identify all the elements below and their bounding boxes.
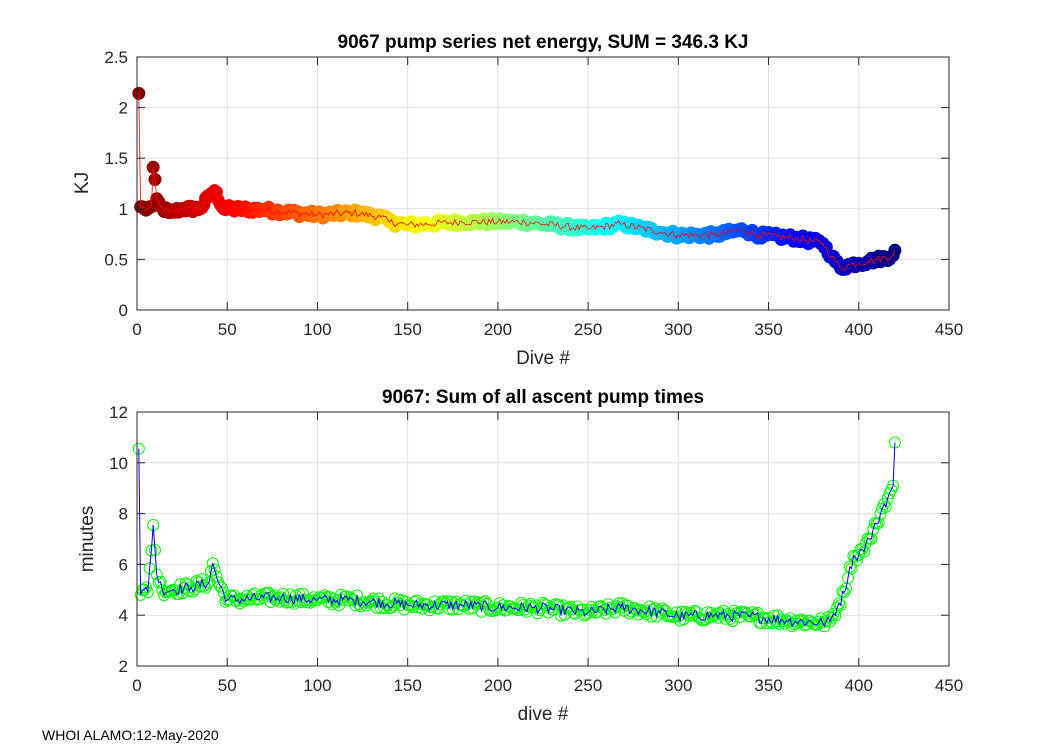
pump-time-point [872,517,885,529]
pump-time-chart-ticks: 0 50 100 150 200 250 300 350 400 450 2 4 6 8 10 12 [109,403,963,695]
pump-time-point [827,607,840,620]
pump-time-chart-xlabel: dive # [518,704,569,725]
x-tick-label: 350 [754,320,782,339]
y-tick-label: 6 [119,555,128,574]
pump-time-point [264,596,277,609]
y-tick-label: 8 [119,505,128,524]
pump-time-point [843,560,856,573]
pump-time-point [152,576,165,589]
y-tick-label: 12 [109,403,128,422]
y-tick-label: 10 [109,454,128,473]
y-tick-label: 0.5 [104,250,128,269]
energy-chart-series [132,86,902,276]
y-tick-label: 4 [119,606,128,625]
pump-time-point [479,595,492,608]
energy-chart-title: 9067 pump series net energy, SUM = 346.3… [338,32,749,53]
y-tick-label: 1 [119,200,128,219]
pump-time-chart-series [132,436,901,633]
pump-time-point [515,596,528,609]
pump-time-point [288,597,300,610]
x-tick-label: 300 [664,676,692,695]
x-tick-label: 0 [132,320,141,339]
pump-time-point [174,578,187,591]
x-tick-label: 50 [218,676,237,695]
x-tick-label: 150 [393,676,421,695]
pump-time-point [851,554,863,567]
x-tick-label: 250 [574,320,602,339]
x-tick-label: 200 [484,320,512,339]
pump-time-point [768,609,780,622]
x-tick-label: 0 [132,676,141,695]
pump-time-point [856,543,869,556]
pump-time-point [845,562,858,575]
pump-time-point [230,595,243,608]
x-tick-label: 400 [845,320,873,339]
pump-time-line [138,442,896,628]
pump-time-point [262,586,275,599]
energy-point [888,243,902,257]
pump-time-point [277,587,290,600]
pump-time-point [423,604,436,617]
pump-time-point [832,597,845,610]
x-tick-label: 50 [218,320,237,339]
y-tick-label: 2 [119,657,128,676]
pump-time-chart-axes-box [136,411,950,667]
pump-time-point [228,589,241,602]
pump-time-point [138,583,151,596]
y-tick-label: 2.5 [104,48,128,67]
pump-time-point [537,596,549,609]
energy-chart: 9067 pump series net energy, SUM = 346.3… [72,32,963,369]
pump-time-point [208,563,221,576]
energy-line [138,93,896,270]
pump-time-chart-ylabel: minutes [77,506,98,573]
pump-time-chart-title: 9067: Sum of all ascent pump times [382,387,704,408]
y-tick-label: 0 [119,301,128,320]
pump-time-point [879,501,892,513]
pump-time-point [878,498,890,511]
pump-time-point [237,595,250,608]
pump-time-point [154,575,167,588]
pump-time-point [829,609,842,622]
pump-time-point [214,580,226,592]
pump-time-point [858,545,871,558]
energy-chart-xlabel: Dive # [516,348,570,369]
energy-chart-ylabel: KJ [72,172,93,194]
pump-time-chart: 9067: Sum of all ascent pump times 0 50 10… [77,387,963,725]
pump-time-point [834,599,847,612]
x-tick-label: 100 [303,320,331,339]
x-tick-label: 100 [303,676,331,695]
x-tick-label: 350 [754,676,782,695]
y-tick-label: 1.5 [104,149,128,168]
energy-chart-ticks: 0 50 100 150 200 250 300 350 400 450 0 0.5 1 1.5 2 2.5 [104,48,963,339]
figure: 9067 pump series net energy, SUM = 346.3… [72,32,964,725]
x-tick-label: 250 [574,676,602,695]
x-tick-label: 150 [393,320,421,339]
footer-stamp: WHOI ALAMO:12-May-2020 [42,727,219,743]
pump-time-point [206,557,219,570]
x-tick-label: 200 [484,676,512,695]
x-tick-label: 450 [935,676,963,695]
pump-time-point [582,606,595,619]
x-tick-label: 300 [664,320,692,339]
pump-time-point [865,532,878,545]
pump-time-point [583,604,596,617]
pump-time-point [215,581,228,594]
pump-time-point [881,492,894,505]
pump-time-point [775,613,788,626]
x-tick-label: 400 [845,676,873,695]
x-tick-label: 450 [935,320,963,339]
pump-time-point [392,593,405,606]
y-tick-label: 2 [119,99,128,118]
energy-chart-axes-box [136,56,950,311]
